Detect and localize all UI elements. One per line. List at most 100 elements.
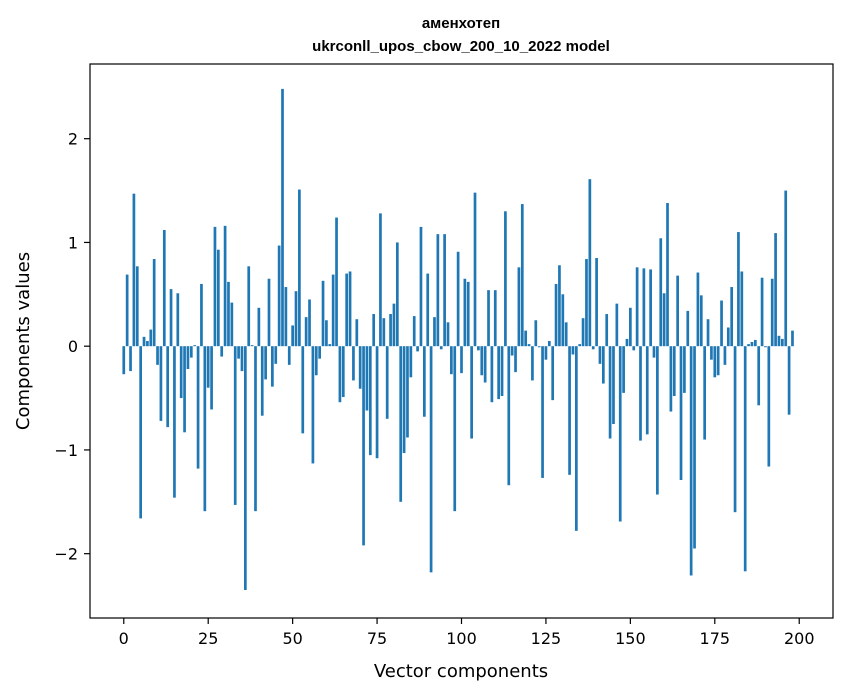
bar: [203, 346, 207, 512]
bar: [517, 267, 521, 347]
bar: [142, 336, 146, 347]
bar: [210, 346, 213, 410]
bar: [652, 346, 656, 358]
bar: [689, 346, 693, 576]
bar: [213, 226, 217, 347]
bar: [139, 346, 143, 519]
bar: [753, 339, 757, 347]
bar: [534, 320, 538, 347]
bar: [608, 346, 612, 439]
bar: [146, 341, 149, 347]
bar: [220, 346, 224, 357]
bar: [149, 329, 153, 347]
bar: [159, 346, 163, 421]
chart-title-line2: ukrconll_upos_cbow_200_10_2022 model: [312, 38, 610, 55]
bar: [436, 234, 440, 347]
bar: [328, 344, 332, 347]
x-axis-label: Vector components: [374, 661, 548, 682]
bar: [601, 346, 605, 384]
bar: [443, 234, 446, 347]
bar: [412, 316, 416, 347]
bar: [524, 330, 528, 347]
bar: [460, 346, 463, 374]
bar: [169, 289, 173, 347]
bar: [743, 346, 747, 572]
bar: [183, 346, 186, 433]
bar: [585, 259, 588, 347]
bar: [237, 346, 240, 359]
bar: [520, 204, 524, 347]
bar: [764, 346, 767, 348]
bar: [409, 346, 413, 378]
bar: [304, 317, 308, 347]
bar: [341, 346, 345, 398]
bar: [446, 322, 450, 347]
bar: [392, 303, 396, 347]
y-tick-label: 2: [68, 130, 78, 149]
bar: [429, 346, 433, 573]
bar: [676, 275, 679, 347]
bar: [382, 318, 386, 347]
bar: [784, 190, 788, 347]
bar: [480, 346, 484, 376]
x-tick-label: 25: [198, 629, 218, 648]
bar: [639, 346, 642, 441]
bar: [747, 344, 750, 347]
bar: [355, 319, 359, 347]
bar: [666, 203, 669, 347]
bar: [659, 238, 663, 347]
bar: [716, 346, 720, 376]
bar: [770, 278, 774, 347]
bar: [166, 346, 170, 428]
x-axis-ticks: 0 25 50 75 100 125 150 175 200: [119, 618, 815, 648]
bar: [490, 346, 494, 403]
bar: [737, 232, 740, 347]
bar: [703, 346, 707, 440]
bar: [500, 346, 504, 396]
bar: [365, 346, 369, 411]
bar: [483, 346, 487, 383]
bar: [649, 269, 652, 347]
bar: [325, 320, 328, 347]
bar: [544, 346, 548, 360]
bar: [463, 278, 467, 347]
bar: [456, 251, 460, 347]
bar: [699, 295, 703, 347]
x-tick-label: 75: [367, 629, 387, 648]
bar: [291, 325, 294, 347]
bar: [129, 346, 132, 372]
bar: [706, 319, 710, 347]
bar: [152, 259, 156, 347]
bar: [558, 265, 561, 347]
bar: [760, 277, 764, 347]
bar: [537, 346, 541, 348]
bar: [419, 226, 423, 347]
bar: [595, 258, 598, 347]
bar: [740, 271, 744, 347]
x-tick-label: 200: [784, 629, 815, 648]
bar: [568, 346, 571, 475]
bar: [230, 302, 234, 347]
bar: [395, 242, 399, 347]
bar: [466, 281, 470, 347]
bar: [379, 213, 382, 347]
bar: [615, 303, 619, 347]
bar: [470, 346, 473, 439]
bar: [791, 330, 794, 347]
bar: [757, 346, 761, 406]
bar: [713, 346, 717, 378]
bar: [656, 346, 659, 495]
bar: [399, 346, 403, 502]
bar: [271, 346, 274, 387]
bar: [193, 345, 197, 347]
bar: [767, 346, 771, 467]
bar: [173, 346, 176, 498]
bar: [693, 346, 696, 549]
bar: [277, 245, 281, 347]
bar: [780, 338, 784, 347]
bar: [541, 346, 544, 478]
bar: [720, 300, 723, 347]
bar: [473, 192, 477, 347]
